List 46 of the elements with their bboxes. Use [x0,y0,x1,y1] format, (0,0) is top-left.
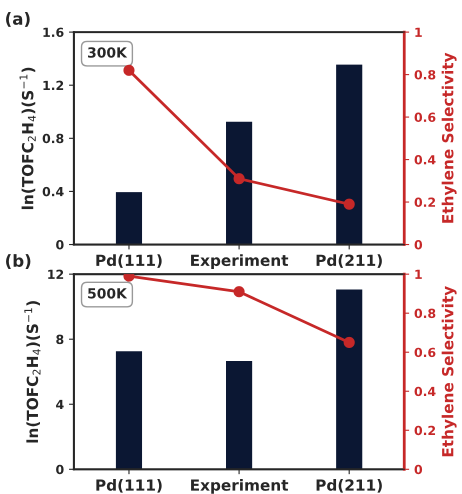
y2-tick-label: 0.2 [414,426,436,436]
y2-tick-label: 0.4 [414,155,436,164]
x-tick-label: Pd(211) [316,479,382,493]
y-tick-label: 1.6 [43,28,64,38]
bar [334,288,364,470]
x-tick-label: Pd(211) [316,254,382,268]
y-tick-label: 0.4 [42,186,64,196]
chart-title: (b) [6,254,30,269]
y2-tick-label: 1 [415,28,422,37]
y2-tick-label: 0 [414,464,422,474]
x-tick-label: Experiment [191,254,288,270]
bar [334,63,364,245]
y-tick-label: 1.2 [43,80,64,90]
point [344,336,355,348]
bar [224,360,254,470]
y-tick-label: 0.8 [42,134,64,144]
y-axis-title: ln(TOFC$_{2}$H$_{4}$)(S$^{−1}$) [20,68,36,210]
chart-title: (a) [6,12,30,27]
y2-axis-title: Ethylene Selectivity [442,286,457,456]
annotation: 300K [88,47,128,58]
y-tick-label: 0 [56,464,64,474]
y2-tick-label: 0 [414,240,422,250]
y2-tick-label: 0.6 [414,348,436,358]
point [234,173,245,184]
x-tick-label: Pd(111) [96,254,162,268]
y-tick-label: 4 [56,400,64,410]
x-tick-label: Pd(111) [96,479,162,493]
y2-tick-label: 0.8 [414,308,436,318]
y2-tick-label: 1 [415,270,422,279]
y2-tick-label: 0.2 [414,198,436,207]
y-tick-label: 8 [56,334,64,344]
y-tick-label: 12 [48,270,64,279]
y-axis-title: ln(TOFC$_{2}$H$_{4}$)(S$^{−1}$) [24,301,40,442]
point [123,64,135,76]
annotation: 500K [88,288,128,299]
y2-axis-title: Ethylene Selectivity [442,52,457,223]
y2-tick-label: 0.6 [414,112,436,122]
bar [114,350,144,470]
point [344,198,355,210]
y2-tick-label: 0.4 [414,386,436,396]
point [234,286,245,298]
bar [224,120,254,245]
bar [114,190,144,245]
y2-tick-label: 0.8 [414,70,436,80]
y-tick-label: 0 [56,240,64,250]
x-tick-label: Experiment [191,479,288,494]
